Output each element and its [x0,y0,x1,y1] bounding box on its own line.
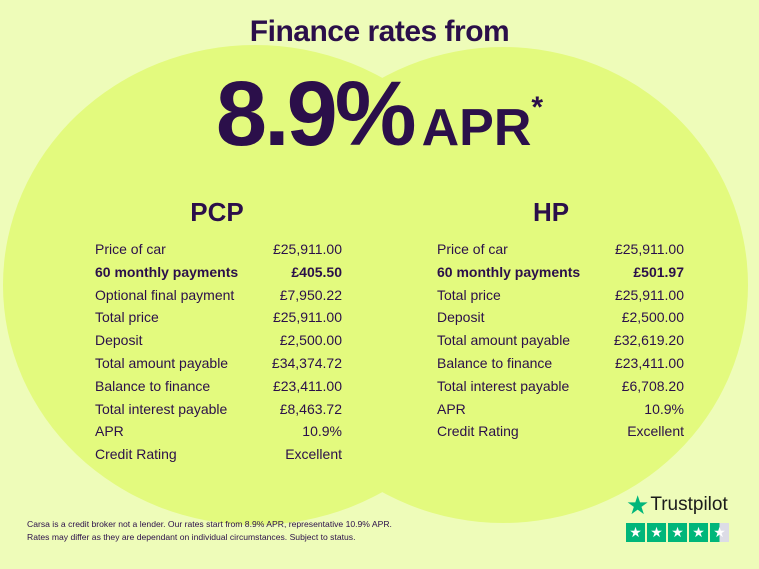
table-row: APR 10.9% [95,420,342,443]
trustpilot-badge: ★ Trustpilot ★ ★ ★ ★ ★ [626,492,729,542]
rate-suffix: APR [421,99,532,157]
table-row: Total interest payable £8,463.72 [95,398,342,421]
table-row: Price of car £25,911.00 [95,238,342,261]
table-row: Total price £25,911.00 [437,284,684,307]
rate-display: 8.9% APR* [0,64,759,164]
row-value: £6,708.20 [621,377,684,394]
star-icon: ★ [626,490,650,520]
row-value: £2,500.00 [279,332,342,349]
table-row: Balance to finance £23,411.00 [95,375,342,398]
row-label: Deposit [437,309,485,326]
row-value: £25,911.00 [614,286,684,303]
table-row: Price of car £25,911.00 [437,238,684,261]
table-row: Total price £25,911.00 [95,306,342,329]
disclaimer: Carsa is a credit broker not a lender. O… [27,518,392,544]
row-label: Total amount payable [437,332,571,349]
row-label: Balance to finance [95,377,211,394]
row-label: Total price [437,286,501,303]
rate-asterisk: * [531,91,544,124]
table-row: Credit Rating Excellent [95,443,342,466]
pcp-title: PCP [190,197,244,227]
table-row: 60 monthly payments £501.97 [437,261,684,284]
rating-star-icon: ★ [689,523,708,542]
hp-title: HP [532,197,570,227]
table-row: Balance to finance £23,411.00 [437,352,684,375]
row-value: £405.50 [291,263,342,280]
row-label: Credit Rating [437,423,519,440]
row-label: 60 monthly payments [95,263,239,280]
trustpilot-name: Trustpilot [650,494,728,515]
rating-star-icon: ★ [710,523,729,542]
table-row: 60 monthly payments £405.50 [95,261,342,284]
table-row: Total amount payable £34,374.72 [95,352,342,375]
rating-star-icon: ★ [668,523,687,542]
row-value: £8,463.72 [279,400,342,417]
row-label: APR [437,400,466,417]
table-row: Deposit £2,500.00 [95,329,342,352]
row-value: £23,411.00 [272,377,342,394]
row-value: £2,500.00 [621,309,684,326]
row-label: Price of car [95,241,166,257]
rating-star-icon: ★ [647,523,666,542]
table-row: Total interest payable £6,708.20 [437,375,684,398]
row-label: 60 monthly payments [437,263,581,280]
row-label: Total price [95,309,159,326]
row-label: Deposit [95,332,143,349]
rating-star-icon: ★ [626,523,645,542]
hp-table: Price of car £25,911.00 60 monthly payment… [437,238,684,443]
headline: Finance rates from [249,15,510,48]
rate-value: 8.9% [215,63,417,165]
row-value: £7,950.22 [279,286,342,303]
row-label: Optional final payment [95,286,235,303]
table-row: APR 10.9% [437,398,684,421]
trustpilot-rating: ★ ★ ★ ★ ★ [626,523,729,542]
row-label: Total amount payable [95,354,229,371]
row-value: £25,911.00 [272,241,342,257]
row-label: Price of car [437,241,508,257]
row-value: 10.9% [302,423,342,440]
row-label: Total interest payable [95,400,228,417]
pcp-table: Price of car £25,911.00 60 monthly payment… [95,238,342,466]
trustpilot-logo: ★ Trustpilot [626,492,729,518]
row-label: Total interest payable [437,377,570,394]
table-row: Deposit £2,500.00 [437,306,684,329]
row-value: Excellent [627,423,684,440]
row-value: £25,911.00 [272,309,342,326]
row-value: £501.97 [633,263,684,280]
row-label: Credit Rating [95,446,177,463]
disclaimer-line: Carsa is a credit broker not a lender. O… [27,519,392,529]
table-row: Total amount payable £32,619.20 [437,329,684,352]
table-row: Credit Rating Excellent [437,420,684,443]
row-value: £25,911.00 [614,241,684,257]
row-value: 10.9% [644,400,684,417]
row-value: £34,374.72 [271,354,342,371]
row-value: Excellent [285,446,342,463]
background-circle-right [258,47,748,523]
row-value: £23,411.00 [614,354,684,371]
row-value: £32,619.20 [613,332,684,349]
row-label: APR [95,423,124,440]
disclaimer-line: Rates may differ as they are dependant o… [27,532,356,542]
row-label: Balance to finance [437,354,553,371]
table-row: Optional final payment £7,950.22 [95,284,342,307]
